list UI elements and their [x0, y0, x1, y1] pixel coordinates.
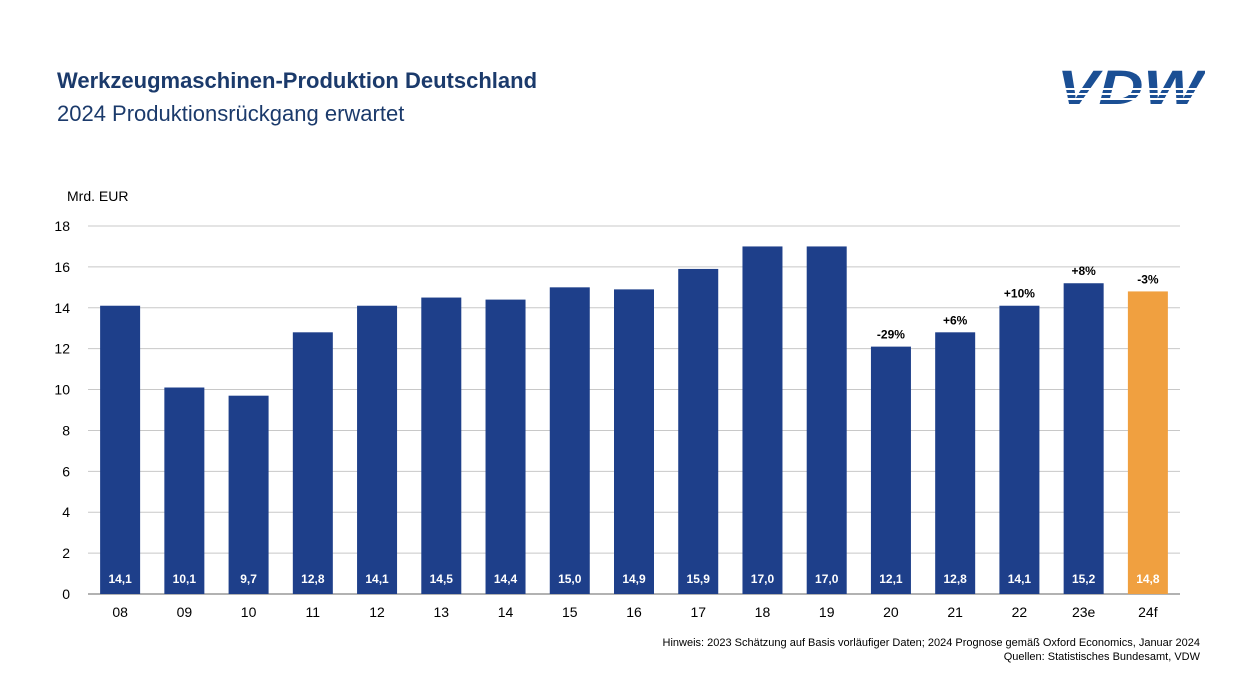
y-tick-label: 6	[62, 463, 70, 479]
bar-value-label: 14,9	[622, 572, 646, 586]
bar-11	[292, 332, 333, 594]
bar-10	[228, 395, 269, 594]
x-tick-label: 18	[755, 604, 771, 620]
x-tick-label: 22	[1012, 604, 1028, 620]
x-tick-label: 13	[434, 604, 450, 620]
bar-15	[549, 287, 590, 594]
bar-09	[164, 387, 205, 594]
bar-24f	[1127, 291, 1168, 594]
bar-18	[742, 246, 783, 594]
bar-value-label: 12,8	[301, 572, 325, 586]
bar-value-label: 14,8	[1136, 572, 1160, 586]
chart-subtitle: 2024 Produktionsrückgang erwartet	[57, 101, 405, 126]
bar-14	[485, 299, 526, 594]
bar-20	[870, 346, 911, 594]
bar-08	[100, 305, 141, 594]
change-annotation: +8%	[1071, 264, 1096, 278]
bar-value-label: 14,4	[494, 572, 518, 586]
x-tick-label: 11	[306, 604, 321, 620]
bar-value-label: 17,0	[815, 572, 839, 586]
bar-12	[357, 305, 398, 594]
y-tick-label: 18	[54, 218, 70, 234]
y-tick-label: 0	[62, 586, 70, 602]
x-tick-label: 10	[241, 604, 257, 620]
x-tick-label: 16	[626, 604, 642, 620]
bar-23e	[1063, 283, 1104, 594]
footnote: Hinweis: 2023 Schätzung auf Basis vorläu…	[663, 636, 1200, 664]
bar-17	[678, 268, 719, 594]
vdw-logo: VDW	[1055, 64, 1205, 108]
bar-value-label: 14,1	[365, 572, 389, 586]
footnote-hint: Hinweis: 2023 Schätzung auf Basis vorläu…	[662, 637, 1200, 649]
change-annotation: -3%	[1137, 272, 1159, 286]
change-annotation: +6%	[943, 313, 968, 327]
x-tick-label: 09	[177, 604, 193, 620]
x-tick-label: 21	[947, 604, 963, 620]
bar-value-label: 15,0	[558, 572, 582, 586]
bar-13	[421, 297, 462, 594]
bar-value-label: 12,8	[943, 572, 967, 586]
x-tick-label: 15	[562, 604, 578, 620]
bar-value-label: 14,1	[1008, 572, 1032, 586]
y-tick-label: 4	[62, 504, 70, 520]
x-tick-label: 24f	[1138, 604, 1158, 620]
x-tick-label: 19	[819, 604, 835, 620]
x-tick-label: 17	[690, 604, 706, 620]
y-axis-label: Mrd. EUR	[67, 188, 129, 204]
change-annotation: -29%	[877, 328, 905, 342]
x-tick-label: 23e	[1072, 604, 1096, 620]
x-tick-label: 12	[369, 604, 385, 620]
x-tick-label: 14	[498, 604, 514, 620]
footnote-sources: Quellen: Statistisches Bundesamt, VDW	[1003, 651, 1200, 663]
bar-16	[614, 289, 654, 594]
y-tick-label: 8	[62, 422, 70, 438]
chart-title: Werkzeugmaschinen-Produktion Deutschland	[57, 68, 538, 93]
bar-19	[806, 246, 847, 594]
bar-value-label: 12,1	[879, 572, 903, 586]
x-tick-label: 20	[883, 604, 899, 620]
bar-22	[999, 305, 1040, 594]
bar-value-label: 9,7	[240, 572, 257, 586]
bar-value-label: 15,9	[687, 572, 711, 586]
y-tick-label: 2	[62, 545, 70, 561]
y-tick-label: 14	[54, 300, 70, 316]
bar-value-label: 14,1	[108, 572, 132, 586]
bar-21	[935, 332, 976, 594]
x-tick-label: 08	[112, 604, 128, 620]
bar-value-label: 17,0	[751, 572, 775, 586]
y-tick-label: 16	[54, 259, 70, 275]
bar-value-label: 15,2	[1072, 572, 1096, 586]
y-tick-label: 10	[54, 382, 70, 398]
change-annotation: +10%	[1004, 287, 1035, 301]
bar-value-label: 14,5	[430, 572, 454, 586]
y-tick-label: 12	[54, 341, 70, 357]
bar-value-label: 10,1	[173, 572, 197, 586]
svg-text:VDW: VDW	[1057, 64, 1205, 108]
